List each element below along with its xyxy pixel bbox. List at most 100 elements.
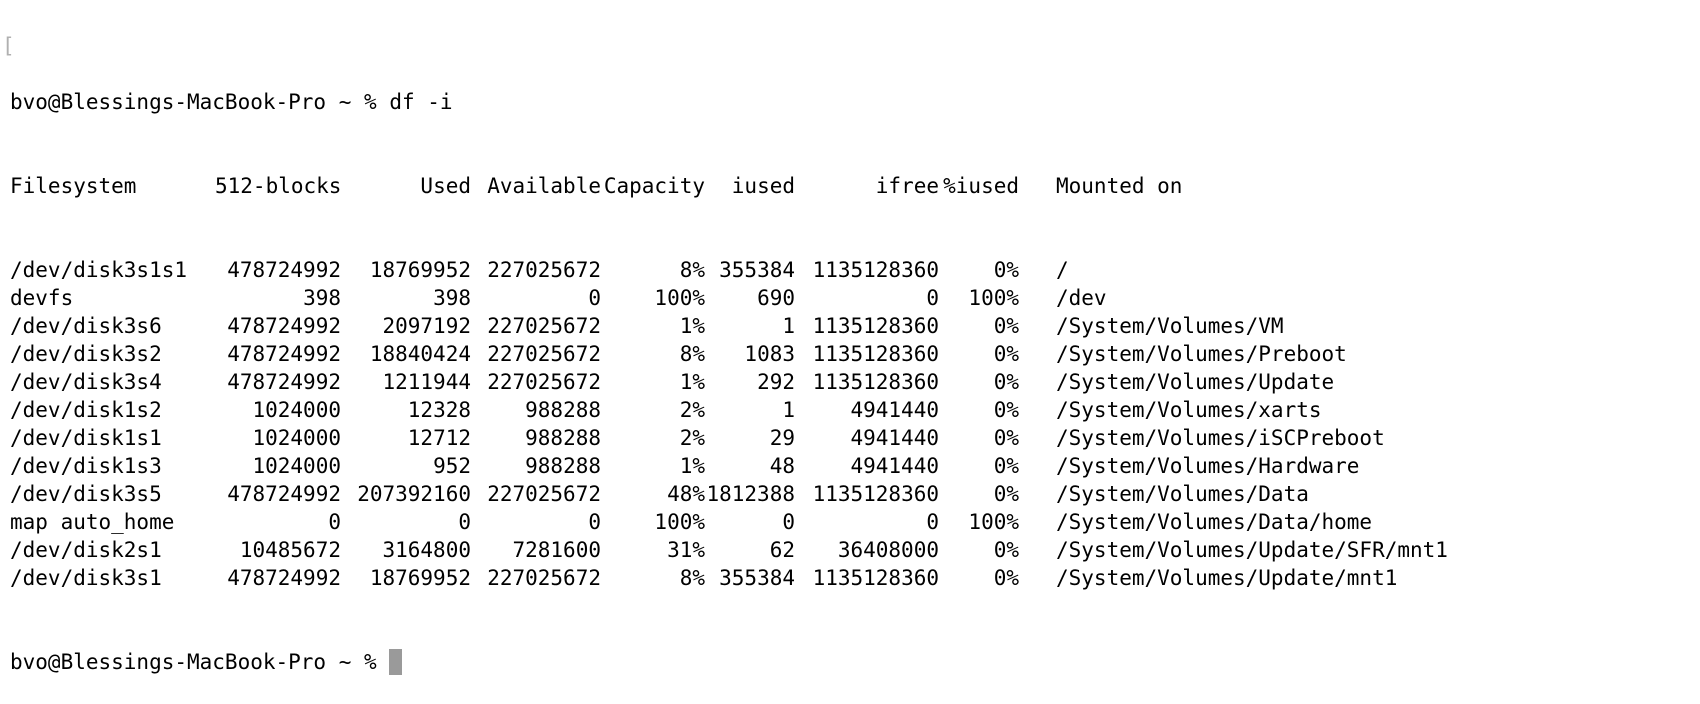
prompt: bvo@Blessings-MacBook-Pro ~ % [10, 90, 377, 114]
cell-capacity: 31% [667, 538, 705, 562]
cell-piused: 0% [993, 538, 1019, 562]
cell-piused: 0% [993, 566, 1019, 590]
cell-capacity: 8% [679, 258, 705, 282]
cell-capacity: 2% [679, 398, 705, 422]
cell-piused: 0% [993, 398, 1019, 422]
cell-iused: 1812388 [706, 482, 795, 506]
table-row: /dev/disk1s2 1024000 12328 988288 2% 1 4941440… [10, 396, 1700, 424]
cell-filesystem: /dev/disk1s3 [10, 454, 162, 478]
cell-iused: 355384 [719, 566, 795, 590]
cell-available: 0 [588, 510, 601, 534]
cell-ifree: 1135128360 [812, 370, 939, 394]
cell-mounted: /System/Volumes/Preboot [1056, 342, 1347, 366]
cell-piused: 0% [993, 370, 1019, 394]
cell-capacity: 8% [679, 342, 705, 366]
cell-used: 398 [433, 286, 471, 310]
cell-filesystem: /dev/disk3s4 [10, 370, 162, 394]
header-mounted: Mounted on [1056, 174, 1183, 198]
cell-blocks: 478724992 [227, 566, 341, 590]
table-row: /dev/disk3s2 478724992 18840424 227025672 8%… [10, 340, 1700, 368]
table-row: devfs 398 398 0 100% 690 0 100% /dev [10, 284, 1700, 312]
table-header: Filesystem 512-blocks Used Available Capacit… [10, 172, 1700, 200]
cell-blocks: 1024000 [252, 398, 341, 422]
cell-filesystem: devfs [10, 286, 74, 310]
terminal-window[interactable]: [ bvo@Blessings-MacBook-Pro ~ % df -i Fi… [0, 0, 1700, 675]
cell-mounted: /System/Volumes/Data/home [1056, 510, 1373, 534]
cell-capacity: 1% [679, 370, 705, 394]
cell-available: 0 [588, 286, 601, 310]
cell-available: 227025672 [487, 482, 601, 506]
cell-used: 3164800 [382, 538, 471, 562]
cell-blocks: 0 [328, 510, 341, 534]
cell-filesystem: /dev/disk3s5 [10, 482, 162, 506]
table-row: /dev/disk1s1 1024000 12712 988288 2% 29 494144… [10, 424, 1700, 452]
cell-filesystem: /dev/disk1s1 [10, 426, 162, 450]
table-row: /dev/disk3s1 478724992 18769952 227025672 8%… [10, 564, 1700, 592]
cell-iused: 1083 [744, 342, 795, 366]
cell-iused: 0 [782, 510, 795, 534]
cell-iused: 1 [782, 398, 795, 422]
cell-blocks: 478724992 [227, 314, 341, 338]
table-row: /dev/disk3s5 478724992 207392160 227025672 4… [10, 480, 1700, 508]
cell-available: 227025672 [487, 342, 601, 366]
cell-capacity: 48% [667, 482, 705, 506]
cell-blocks: 478724992 [227, 258, 341, 282]
cell-ifree: 4941440 [850, 398, 939, 422]
header-available: Available [487, 174, 601, 198]
cell-available: 227025672 [487, 314, 601, 338]
cell-piused: 0% [993, 426, 1019, 450]
cell-iused: 690 [757, 286, 795, 310]
cell-mounted: /System/Volumes/Update/mnt1 [1056, 566, 1398, 590]
cell-filesystem: /dev/disk3s2 [10, 342, 162, 366]
cell-blocks: 478724992 [227, 342, 341, 366]
cell-iused: 62 [769, 538, 795, 562]
cell-available: 227025672 [487, 370, 601, 394]
cell-capacity: 100% [654, 286, 705, 310]
cell-mounted: / [1056, 258, 1069, 282]
table-row: /dev/disk3s6 478724992 2097192 227025672 1% 1… [10, 312, 1700, 340]
cell-piused: 100% [968, 510, 1019, 534]
cell-mounted: /System/Volumes/xarts [1056, 398, 1322, 422]
cell-capacity: 100% [654, 510, 705, 534]
header-blocks: 512-blocks [215, 174, 342, 198]
cell-available: 7281600 [512, 538, 601, 562]
cell-piused: 100% [968, 286, 1019, 310]
prompt-line[interactable]: bvo@Blessings-MacBook-Pro ~ % [10, 648, 1700, 676]
table-body: /dev/disk3s1s1 478724992 18769952 227025672… [10, 256, 1700, 592]
table-row: map auto_home 0 0 0 100% 0 0 100% /System/Volume… [10, 508, 1700, 536]
cell-used: 18769952 [369, 566, 471, 590]
cell-capacity: 1% [679, 314, 705, 338]
cell-available: 988288 [525, 454, 601, 478]
cell-available: 988288 [525, 426, 601, 450]
cell-iused: 48 [769, 454, 795, 478]
cell-capacity: 8% [679, 566, 705, 590]
cell-available: 227025672 [487, 566, 601, 590]
cell-iused: 1 [782, 314, 795, 338]
cell-ifree: 1135128360 [812, 258, 939, 282]
cell-ifree: 36408000 [837, 538, 939, 562]
cell-iused: 29 [769, 426, 795, 450]
cell-available: 988288 [525, 398, 601, 422]
cell-ifree: 1135128360 [812, 314, 939, 338]
cell-used: 12712 [407, 426, 471, 450]
cell-piused: 0% [993, 342, 1019, 366]
cell-iused: 292 [757, 370, 795, 394]
cell-ifree: 4941440 [850, 454, 939, 478]
cell-filesystem: /dev/disk2s1 [10, 538, 162, 562]
cell-mounted: /System/Volumes/iSCPreboot [1056, 426, 1385, 450]
cell-blocks: 398 [303, 286, 341, 310]
cell-used: 2097192 [382, 314, 471, 338]
cell-piused: 0% [993, 314, 1019, 338]
header-capacity: Capacity [603, 174, 705, 198]
cell-filesystem: /dev/disk3s1 [10, 566, 162, 590]
cell-used: 207392160 [357, 482, 471, 506]
table-row: /dev/disk2s1 10485672 3164800 7281600 31% 62 3… [10, 536, 1700, 564]
table-row: /dev/disk3s1s1 478724992 18769952 227025672… [10, 256, 1700, 284]
cell-used: 18840424 [369, 342, 471, 366]
text-cursor [388, 649, 402, 675]
cell-mounted: /System/Volumes/VM [1056, 314, 1284, 338]
cell-capacity: 1% [679, 454, 705, 478]
command-line: bvo@Blessings-MacBook-Pro ~ % df -i [10, 88, 1700, 116]
cell-blocks: 1024000 [252, 454, 341, 478]
cell-used: 12328 [407, 398, 471, 422]
